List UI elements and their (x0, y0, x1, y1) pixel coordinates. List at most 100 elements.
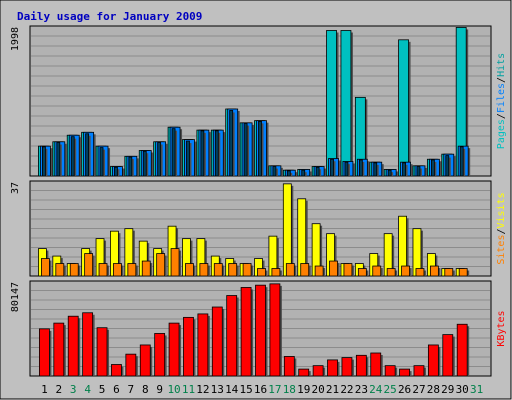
bar-pages-day-18 (286, 170, 291, 177)
bar-shadow (303, 172, 307, 176)
bar-pages-day-13 (214, 130, 219, 177)
bar-sites-day-6 (113, 263, 122, 277)
x-tick-label: 20 (312, 383, 325, 396)
bar-shadow (116, 169, 120, 176)
bar-shadow (130, 159, 134, 176)
bar-pages-day-22 (344, 161, 349, 177)
x-tick-label: 18 (283, 383, 296, 396)
bar-shadow (404, 164, 408, 176)
bar-pages-day-29 (445, 155, 450, 177)
bar-pages-day-27 (416, 166, 421, 177)
bar-kbytes-day-24 (370, 352, 382, 377)
bar-shadow (289, 172, 293, 176)
bar-pages-day-16 (258, 120, 262, 177)
bar-pages-day-1 (42, 146, 46, 177)
bar-pages-day-19 (301, 169, 306, 177)
series-sites (41, 248, 470, 277)
bar-kbytes-day-29 (442, 334, 454, 377)
series-pages (42, 110, 466, 177)
x-tick-label: 19 (297, 383, 310, 396)
x-axis-labels: 1 2 3 4 5 6 7 8 9 10 11 12 13 14 15 16 17 18 19 20 21 22 23 24 2… (41, 383, 483, 396)
y-axis-max-label: 37 (10, 182, 21, 194)
bar-sites-day-7 (127, 263, 137, 277)
bar-sites-day-24 (372, 265, 382, 277)
bar-kbytes-day-26 (399, 368, 410, 377)
bar-sites-day-29 (444, 268, 454, 277)
bar-pages-day-7 (128, 156, 133, 177)
bar-sites-day-17 (271, 268, 281, 277)
legend-part-3: / (496, 77, 507, 83)
x-tick-label: 22 (340, 383, 353, 396)
bar-visits-day-18 (282, 183, 292, 277)
bar-kbytes-day-13 (211, 306, 223, 377)
bar-shadow (418, 168, 422, 176)
legend-part-0: Sites (496, 235, 507, 265)
bar-shadow (145, 153, 149, 176)
panel-3: 80147 KBytes (10, 280, 507, 377)
legend-part-4: Hits (496, 53, 507, 77)
bar-sites-day-12 (199, 263, 209, 277)
bar-kbytes-day-2 (53, 322, 65, 377)
bar-pages-day-6 (114, 166, 118, 177)
x-tick-label: 4 (84, 383, 91, 396)
x-tick-label: 28 (427, 383, 440, 396)
bar-sites-day-3 (69, 263, 79, 277)
bar-shadow (217, 132, 221, 176)
bar-kbytes-day-23 (355, 354, 367, 377)
bar-sites-day-15 (242, 263, 252, 277)
bar-kbytes-day-21 (327, 359, 338, 377)
x-tick-label: 8 (142, 383, 149, 396)
bar-shadow (87, 135, 91, 176)
x-tick-label: 5 (99, 383, 106, 396)
bar-pages-day-3 (70, 136, 75, 177)
bar-kbytes-day-19 (298, 368, 310, 377)
x-tick-label: 17 (268, 383, 281, 396)
x-tick-label: 16 (254, 383, 267, 396)
bar-sites-day-2 (55, 263, 65, 277)
bar-kbytes-day-25 (384, 365, 396, 377)
bar-hits-day-21 (326, 30, 337, 177)
bar-shadow (390, 172, 394, 176)
bar-pages-day-24 (373, 162, 378, 177)
bar-kbytes-day-1 (39, 328, 50, 377)
bar-pages-day-4 (85, 133, 90, 177)
bar-sites-day-28 (429, 265, 439, 277)
bar-shadow (332, 161, 336, 176)
bar-shadow (44, 148, 48, 176)
bar-shadow (260, 123, 264, 176)
bar-kbytes-day-8 (139, 344, 151, 377)
bar-shadow (102, 149, 106, 176)
bar-shadow (433, 161, 437, 176)
bar-kbytes-day-16 (255, 284, 266, 377)
bar-shadow (58, 144, 62, 176)
x-tick-label: 29 (441, 383, 454, 396)
bar-kbytes-day-10 (168, 322, 180, 377)
bar-shadow (159, 144, 163, 176)
bar-sites-day-1 (41, 258, 50, 277)
bar-kbytes-day-4 (82, 312, 94, 377)
x-tick-label: 25 (384, 383, 397, 396)
x-tick-label: 7 (128, 383, 135, 396)
bar-sites-day-20 (314, 265, 324, 277)
bar-pages-day-15 (243, 123, 248, 177)
bar-kbytes-day-7 (125, 353, 137, 377)
side-legend-label: Sites/Visits (496, 192, 507, 264)
x-tick-label: 13 (211, 383, 224, 396)
x-tick-label: 27 (412, 383, 425, 396)
bar-sites-day-14 (228, 263, 238, 277)
bar-pages-day-17 (272, 166, 277, 177)
bar-kbytes-day-9 (154, 333, 166, 377)
bar-sites-day-9 (156, 253, 166, 277)
bar-kbytes-day-15 (240, 287, 252, 377)
legend-part-1: / (496, 228, 507, 234)
bar-kbytes-day-17 (269, 283, 281, 377)
x-tick-label: 12 (196, 383, 209, 396)
bar-pages-day-8 (142, 150, 147, 177)
x-tick-label: 15 (239, 383, 252, 396)
bar-pages-day-28 (430, 159, 435, 177)
bar-hits-day-26 (398, 39, 409, 177)
bar-shadow (188, 143, 192, 176)
bar-kbytes-day-5 (96, 327, 108, 377)
